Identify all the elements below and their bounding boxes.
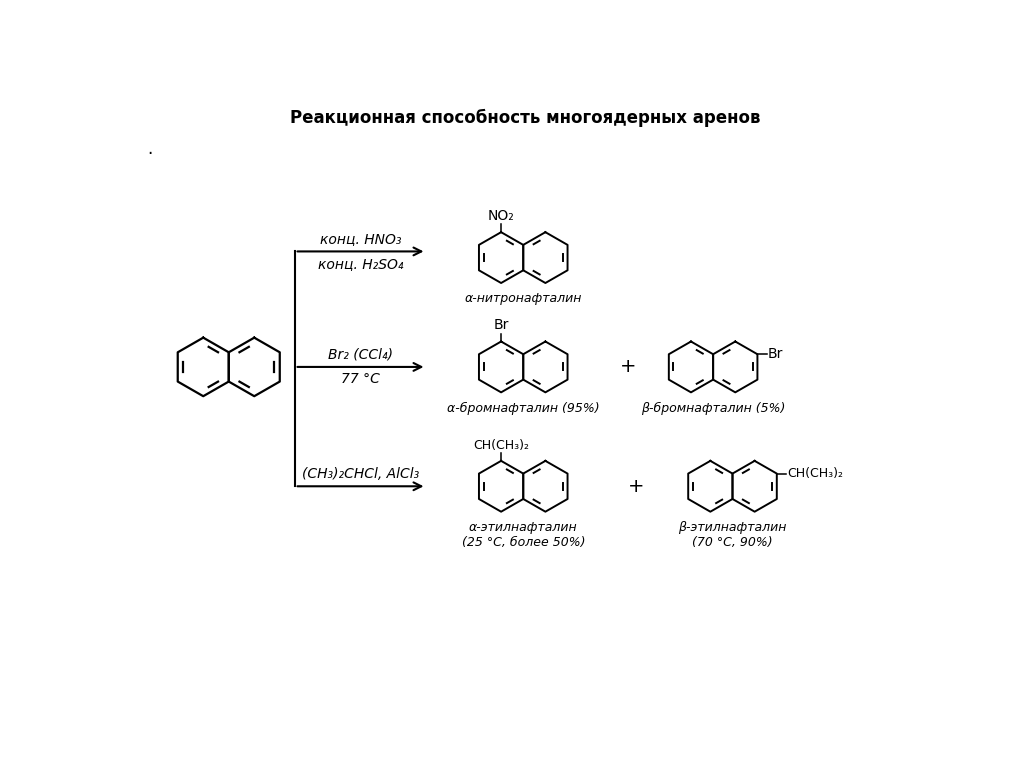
Text: β-бромнафталин (5%): β-бромнафталин (5%): [641, 402, 785, 415]
Text: α-нитронафталин: α-нитронафталин: [465, 292, 582, 305]
Text: α-этилнафталин
(25 °C, более 50%): α-этилнафталин (25 °C, более 50%): [462, 521, 585, 549]
Text: Br: Br: [494, 318, 509, 332]
Text: конц. HNO₃: конц. HNO₃: [319, 232, 401, 246]
Text: CH(CH₃)₂: CH(CH₃)₂: [473, 439, 529, 452]
Text: +: +: [628, 477, 644, 495]
Text: 77 °C: 77 °C: [341, 372, 380, 387]
Text: Br₂ (CCl₄): Br₂ (CCl₄): [328, 347, 393, 361]
Text: α-бромнафталин (95%): α-бромнафталин (95%): [446, 402, 600, 415]
Text: Реакционная способность многоядерных аренов: Реакционная способность многоядерных аре…: [290, 109, 760, 127]
Text: +: +: [620, 357, 636, 377]
Text: (CH₃)₂CHCl, AlCl₃: (CH₃)₂CHCl, AlCl₃: [302, 467, 419, 481]
Text: NO₂: NO₂: [487, 209, 514, 223]
Text: конц. H₂SO₄: конц. H₂SO₄: [317, 257, 403, 271]
Text: CH(CH₃)₂: CH(CH₃)₂: [786, 467, 843, 480]
Text: .: .: [147, 140, 153, 158]
Text: β-этилнафталин
(70 °C, 90%): β-этилнафталин (70 °C, 90%): [678, 521, 786, 549]
Text: Br: Br: [768, 347, 783, 361]
